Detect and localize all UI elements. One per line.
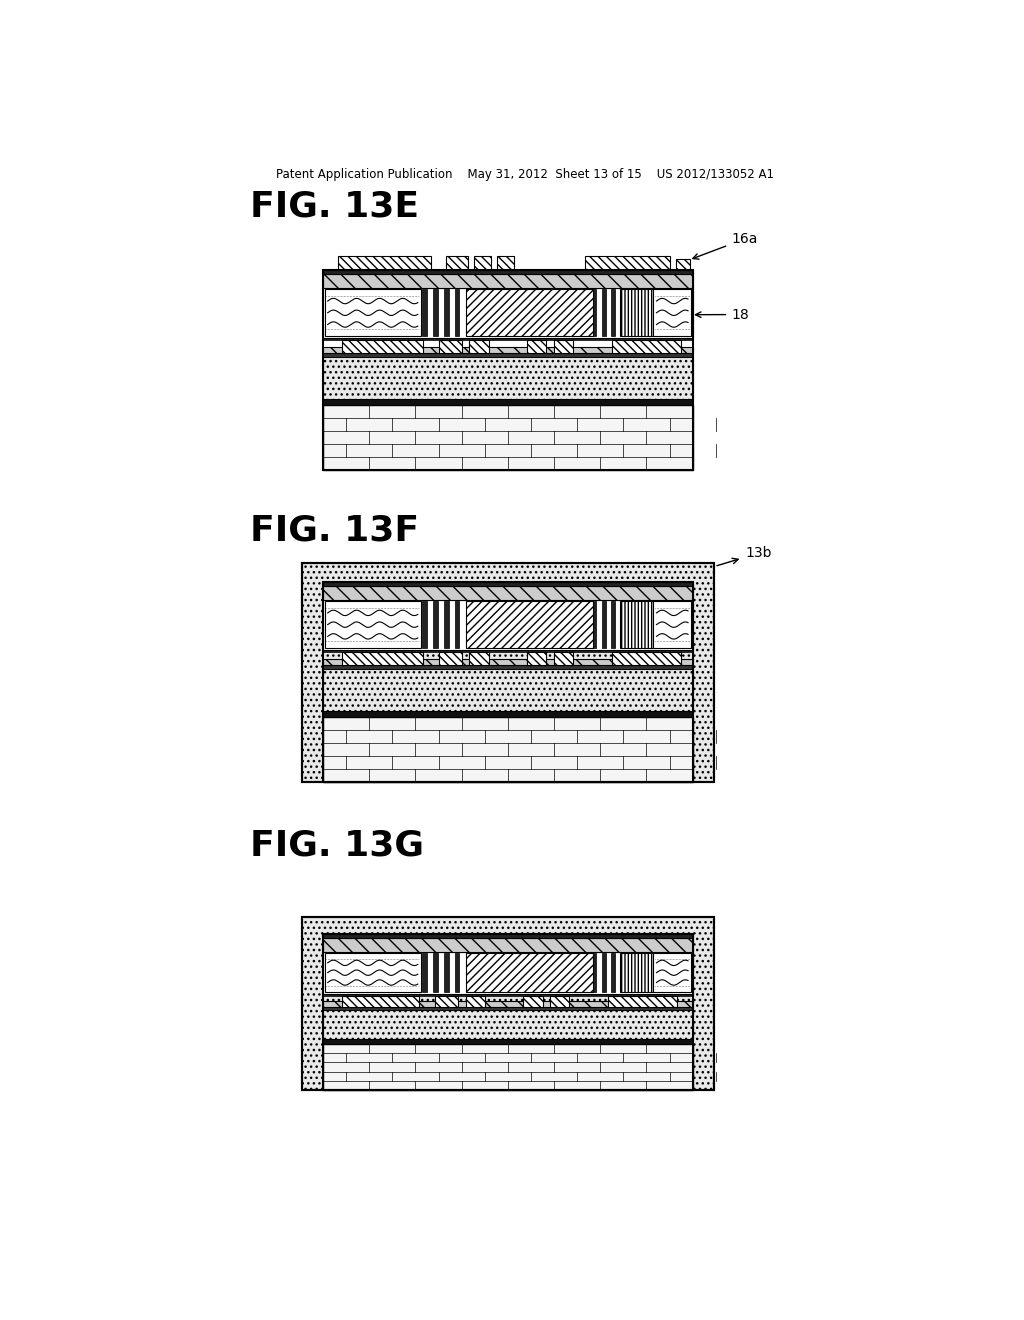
Bar — [323, 937, 692, 952]
Bar — [301, 917, 714, 1090]
Bar — [653, 289, 691, 337]
Bar — [323, 1007, 692, 1010]
Bar — [469, 652, 488, 665]
Bar — [554, 341, 573, 354]
Bar — [323, 1001, 692, 1007]
Bar — [611, 601, 614, 648]
Bar — [323, 354, 692, 358]
Bar — [323, 669, 692, 711]
Bar — [527, 341, 547, 354]
Bar — [438, 341, 462, 354]
Bar — [323, 1044, 692, 1090]
Bar — [527, 652, 547, 665]
Bar — [323, 400, 692, 405]
Bar — [444, 289, 449, 337]
Bar — [323, 582, 692, 586]
Bar — [301, 562, 714, 781]
Bar — [323, 405, 692, 470]
Text: 18: 18 — [695, 308, 749, 322]
Bar — [323, 582, 692, 781]
Bar — [323, 599, 692, 649]
Bar — [554, 652, 573, 665]
Bar — [323, 1039, 692, 1044]
Bar — [323, 994, 692, 997]
Bar — [323, 717, 692, 781]
Bar — [325, 953, 421, 993]
Bar — [323, 288, 692, 338]
Bar — [621, 601, 653, 648]
Bar — [446, 256, 468, 271]
Bar — [653, 953, 691, 993]
Bar — [608, 997, 677, 1007]
Bar — [602, 289, 605, 337]
Bar — [323, 275, 692, 288]
Bar — [342, 652, 423, 665]
Bar — [323, 711, 692, 717]
Bar — [611, 341, 681, 354]
Bar — [325, 601, 421, 648]
Bar — [466, 953, 593, 993]
Bar — [593, 289, 596, 337]
Bar — [455, 289, 460, 337]
Bar — [438, 652, 462, 665]
Bar — [455, 601, 460, 648]
Bar — [323, 665, 692, 669]
Bar — [611, 289, 614, 337]
Bar — [497, 256, 514, 271]
Bar — [339, 256, 431, 271]
Bar — [585, 256, 670, 271]
Bar — [301, 562, 714, 781]
Text: Patent Application Publication    May 31, 2012  Sheet 13 of 15    US 2012/133052: Patent Application Publication May 31, 2… — [275, 168, 774, 181]
Bar — [676, 259, 689, 271]
Bar — [455, 953, 460, 993]
Bar — [466, 289, 593, 337]
Text: 16a: 16a — [693, 232, 758, 259]
Bar — [342, 341, 423, 354]
Bar — [466, 601, 593, 648]
Bar — [323, 933, 692, 1090]
Bar — [323, 649, 692, 652]
Bar — [422, 601, 427, 648]
Bar — [342, 997, 419, 1007]
Bar — [466, 997, 484, 1007]
Bar — [325, 289, 421, 337]
Bar — [444, 601, 449, 648]
Bar — [653, 601, 691, 648]
Bar — [593, 953, 596, 993]
Bar — [474, 256, 490, 271]
Bar — [550, 997, 569, 1007]
Bar — [433, 289, 438, 337]
Bar — [621, 953, 653, 993]
Bar — [301, 917, 714, 1090]
Bar — [323, 358, 692, 400]
Bar — [621, 289, 653, 337]
Bar — [523, 997, 543, 1007]
Bar — [602, 601, 605, 648]
Bar — [422, 953, 427, 993]
Bar — [444, 953, 449, 993]
Bar — [323, 271, 692, 470]
Bar — [323, 338, 692, 341]
Bar — [611, 953, 614, 993]
Bar — [323, 586, 692, 599]
Bar — [611, 652, 681, 665]
Bar — [323, 952, 692, 994]
Text: FIG. 13F: FIG. 13F — [250, 513, 419, 548]
Text: FIG. 13G: FIG. 13G — [250, 829, 424, 863]
Bar — [435, 997, 458, 1007]
Text: 13b: 13b — [717, 546, 771, 566]
Bar — [433, 601, 438, 648]
Bar — [323, 1010, 692, 1039]
Text: FIG. 13E: FIG. 13E — [250, 190, 419, 224]
Bar — [323, 271, 692, 275]
Bar — [469, 341, 488, 354]
Bar — [323, 659, 692, 665]
Bar — [323, 347, 692, 354]
Bar — [323, 933, 692, 937]
Bar — [433, 953, 438, 993]
Bar — [593, 601, 596, 648]
Bar — [422, 289, 427, 337]
Bar — [602, 953, 605, 993]
